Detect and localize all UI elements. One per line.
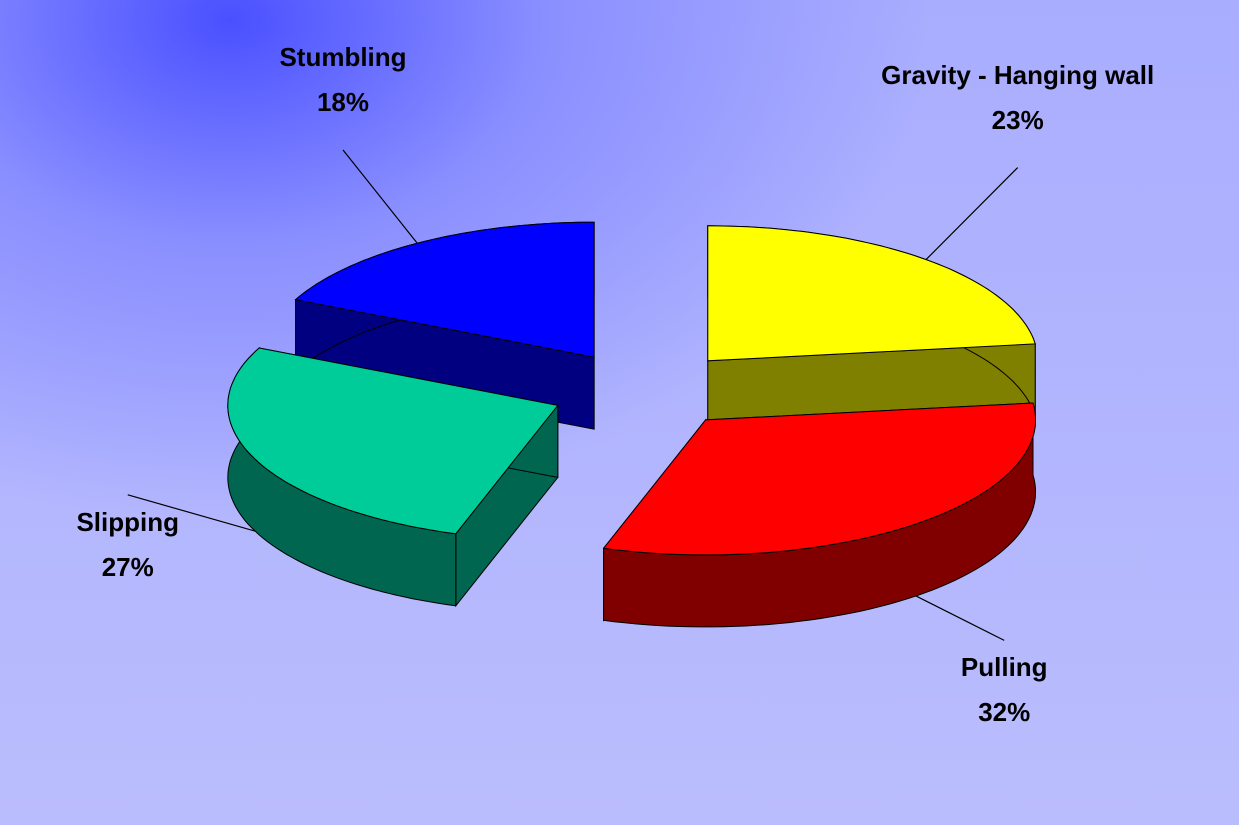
value-label: 32% [978,697,1031,728]
leader-line [915,595,1005,641]
slice-label: Pulling 32% [854,645,1154,735]
slice-label: Slipping 27% [0,500,278,590]
value-label: 27% [101,551,154,582]
category-label: Slipping [76,506,180,537]
category-label: Pulling [960,652,1048,683]
leader-line [127,494,256,532]
leader-line [342,149,418,244]
value-label: 23% [991,104,1044,135]
slice-top [227,347,559,535]
slice-top [707,225,1036,362]
slice-top [602,402,1036,556]
slice-label: Stumbling 18% [193,35,493,125]
slice-label: Gravity - Hanging wall 23% [868,53,1168,143]
slice-top [294,221,595,358]
leader-line [925,167,1019,261]
category-label: Stumbling [279,42,407,72]
value-label: 18% [316,87,370,117]
category-label: Gravity - Hanging wall [881,59,1155,90]
